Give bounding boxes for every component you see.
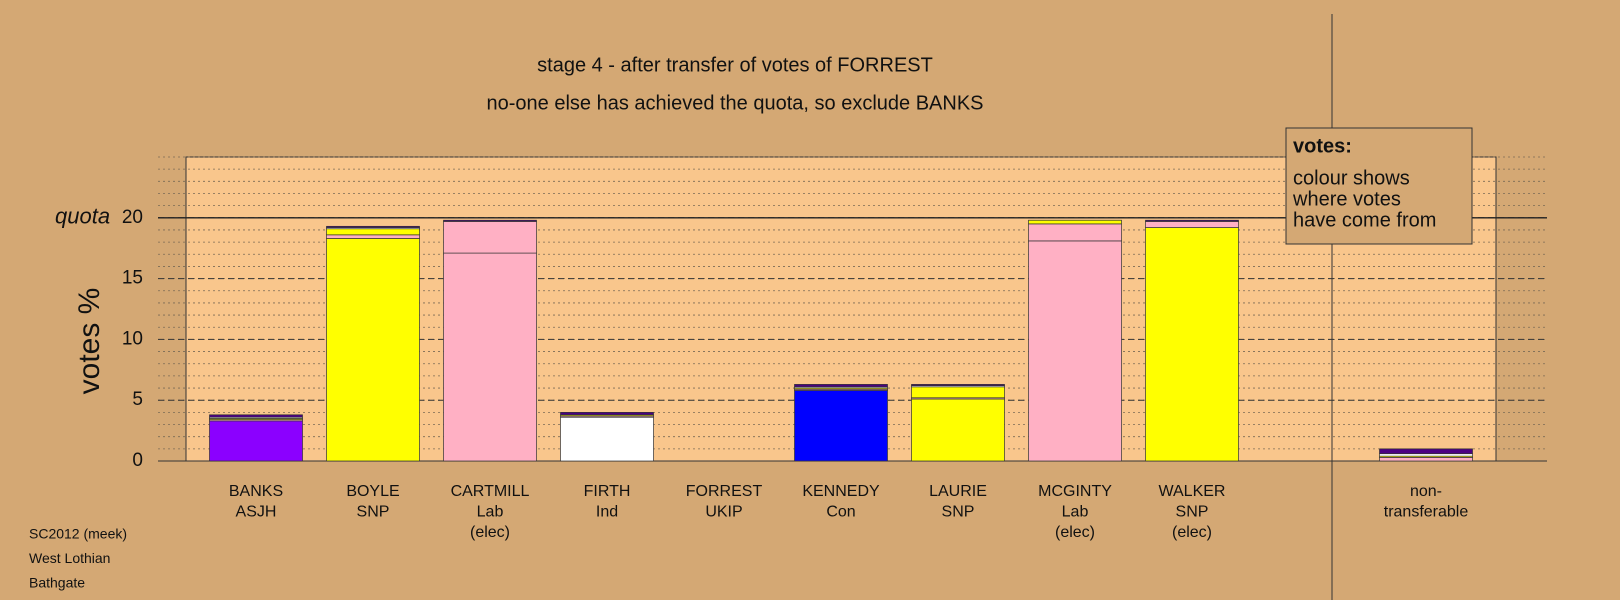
x-tick-label: FORREST — [686, 483, 763, 500]
x-tick-label: CARTMILL — [451, 483, 530, 500]
x-tick-label: WALKER — [1159, 483, 1226, 500]
y-tick-label: 15 — [122, 268, 143, 289]
x-tick-label: SNP — [1176, 504, 1209, 521]
bar-segment — [794, 390, 888, 462]
x-tick-label: Con — [826, 504, 855, 521]
bar-segment — [209, 414, 303, 418]
bar-segment — [911, 398, 1005, 462]
legend-title: votes: — [1293, 135, 1352, 157]
y-tick-label: 0 — [132, 450, 143, 471]
x-tick-label: Lab — [1062, 504, 1089, 521]
x-tick-label: (elec) — [470, 524, 510, 541]
chart-title: stage 4 - after transfer of votes of FOR… — [537, 54, 933, 76]
bar-segment — [1028, 219, 1122, 225]
bar-segment — [209, 420, 303, 462]
bar-segment — [326, 225, 420, 228]
footer-text: Bathgate — [29, 575, 85, 591]
x-tick-label: transferable — [1384, 504, 1469, 521]
bar-segment — [560, 416, 654, 462]
bar-segment — [794, 384, 888, 388]
bar-segment — [443, 219, 537, 222]
bar-segment — [911, 384, 1005, 386]
bar-segment — [443, 252, 537, 462]
bar-segment — [443, 221, 537, 254]
footer-text: SC2012 (meek) — [29, 526, 127, 542]
bar-segment — [1145, 221, 1239, 228]
x-tick-label: Ind — [596, 504, 618, 521]
bar-segment — [1379, 448, 1473, 455]
x-tick-label: non- — [1410, 483, 1442, 500]
bar-segment — [560, 412, 654, 416]
x-tick-label: (elec) — [1055, 524, 1095, 541]
legend-text: where votes — [1292, 188, 1401, 210]
x-tick-label: Lab — [477, 504, 504, 521]
bar-segment — [1028, 240, 1122, 462]
chart-subtitle: no-one else has achieved the quota, so e… — [487, 92, 984, 114]
legend-box — [1285, 127, 1473, 245]
x-tick-label: LAURIE — [929, 483, 987, 500]
x-tick-label: BANKS — [229, 483, 283, 500]
bar-segment — [1379, 453, 1473, 457]
x-tick-label: KENNEDY — [802, 483, 880, 500]
x-tick-label: ASJH — [236, 504, 277, 521]
x-tick-label: SNP — [942, 504, 975, 521]
bar-segment — [1028, 223, 1122, 242]
y-axis-label: votes % — [73, 288, 106, 395]
x-tick-label: FIRTH — [584, 483, 631, 500]
y-tick-label: 5 — [132, 389, 143, 410]
y-tick-label: 10 — [122, 328, 143, 349]
quota-label: quota — [55, 204, 110, 229]
x-tick-label: (elec) — [1172, 524, 1212, 541]
legend-text: have come from — [1293, 209, 1436, 231]
bar-segment — [1379, 457, 1473, 462]
bar-segment — [1145, 219, 1239, 222]
footer-text: West Lothian — [29, 550, 110, 566]
x-tick-label: SNP — [357, 504, 390, 521]
bar-segment — [326, 234, 420, 239]
x-tick-label: UKIP — [705, 504, 742, 521]
bar-segment — [326, 228, 420, 236]
x-tick-label: BOYLE — [346, 483, 399, 500]
bar-segment — [1145, 227, 1239, 462]
x-tick-label: MCGINTY — [1038, 483, 1112, 500]
legend-text: colour shows — [1293, 167, 1410, 189]
bar-segment — [326, 238, 420, 462]
bar-segment — [911, 386, 1005, 399]
y-tick-label: 20 — [122, 207, 143, 228]
